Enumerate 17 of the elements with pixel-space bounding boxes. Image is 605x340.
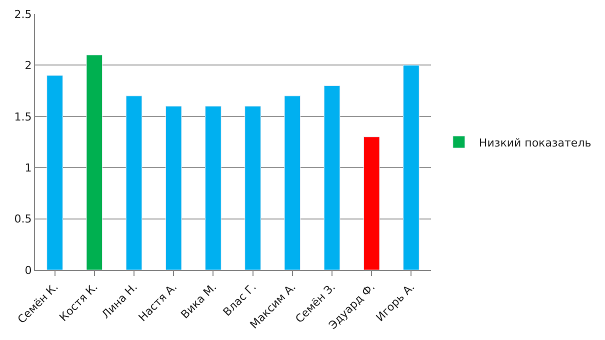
bar <box>165 106 182 270</box>
y-tick-label: 0.5 <box>14 212 32 226</box>
bar <box>205 106 222 270</box>
y-tick-label: 2 <box>24 59 32 72</box>
y-tick-label: 1.5 <box>14 110 32 124</box>
bar <box>244 106 261 270</box>
bar <box>126 96 142 270</box>
legend-label: Низкий показатель <box>478 136 592 150</box>
bar <box>284 96 301 270</box>
y-tick-label: 2.5 <box>14 8 32 21</box>
bar <box>403 64 420 270</box>
bar <box>46 75 63 270</box>
bar <box>363 136 380 270</box>
y-tick-label: 0 <box>24 264 32 277</box>
bar <box>86 54 103 270</box>
y-tick-label: 1 <box>24 161 32 174</box>
bar <box>324 85 340 270</box>
